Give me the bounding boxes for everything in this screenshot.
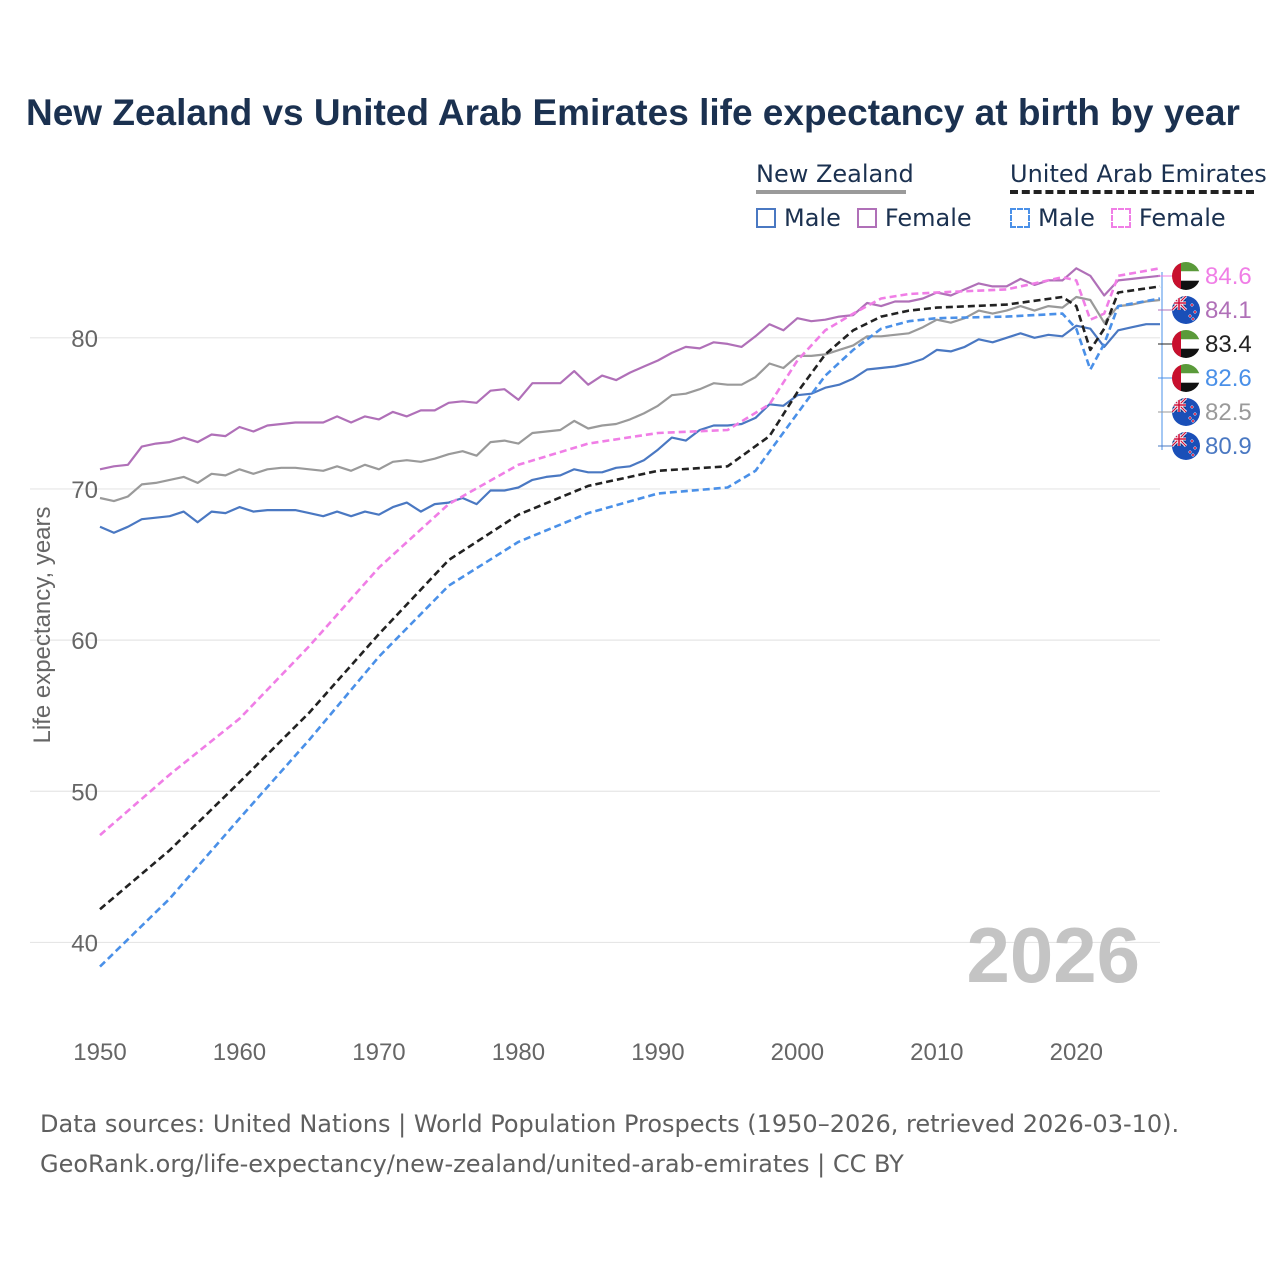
- legend-item-ae-male[interactable]: Male: [1010, 204, 1095, 232]
- legend-swatch: [1010, 208, 1030, 228]
- flag-star: [1190, 303, 1194, 307]
- year-watermark: 2026: [966, 911, 1140, 999]
- flag-stripe: [1172, 339, 1200, 349]
- flag-stripe: [1172, 348, 1200, 358]
- flag-cross-red: [1172, 432, 1186, 446]
- legend-item-ae-female[interactable]: Female: [1110, 204, 1226, 232]
- series-end-value-label: 83.4: [1205, 331, 1252, 358]
- x-tick-label: 1990: [631, 1039, 684, 1066]
- flag-stripe: [1172, 382, 1200, 392]
- flag-star: [1190, 439, 1194, 443]
- y-tick-label: 40: [71, 930, 98, 957]
- series-end-value-label: 84.1: [1205, 297, 1252, 324]
- x-tick-label: 1970: [352, 1039, 405, 1066]
- flag-stripe: [1172, 262, 1200, 272]
- nz-flag-icon: [1172, 432, 1200, 460]
- flag-stripe: [1172, 330, 1181, 358]
- flag-star: [1193, 446, 1197, 450]
- uae-flag-icon: [1172, 330, 1200, 358]
- x-tick-label: 1960: [213, 1039, 266, 1066]
- x-tick-label: 1950: [73, 1039, 126, 1066]
- series-line-united-arab-emirates-male: [99, 297, 1161, 968]
- series-line-united-arab-emirates: [99, 285, 1161, 911]
- legend-swatch: [856, 208, 877, 228]
- flag-star: [1193, 310, 1197, 314]
- legend-swatch: [1110, 208, 1131, 228]
- legend-item-label: Female: [884, 204, 972, 232]
- flag-star: [1193, 412, 1197, 416]
- legend-item-nz-male[interactable]: Male: [756, 204, 841, 232]
- legend-item-label: Male: [784, 204, 841, 232]
- series-line-new-zealand: [99, 295, 1161, 503]
- flag-stripe: [1172, 373, 1200, 383]
- y-tick-label: 50: [71, 779, 98, 806]
- x-tick-label: 2010: [910, 1039, 963, 1066]
- source-url-text: GeoRank.org/life-expectancy/new-zealand/…: [40, 1150, 904, 1178]
- x-tick-label: 2020: [1050, 1039, 1103, 1066]
- series-end-value-label: 82.6: [1205, 365, 1252, 392]
- flag-body: [1172, 398, 1200, 426]
- legend-group-united-arab-emirates: United Arab Emirates Male Female: [1010, 160, 1267, 232]
- chart-title: New Zealand vs United Arab Emirates life…: [26, 92, 1240, 133]
- y-tick-label: 70: [71, 477, 98, 504]
- flag-stripe: [1172, 364, 1200, 374]
- legend-group-new-zealand: New Zealand Male Female: [756, 160, 972, 232]
- series-end-value-label: 84.6: [1205, 263, 1252, 290]
- flag-star: [1190, 405, 1194, 409]
- y-tick-label: 80: [71, 326, 98, 353]
- data-source-text: Data sources: United Nations | World Pop…: [40, 1110, 1180, 1138]
- flag-star: [1191, 453, 1195, 457]
- flag-star: [1191, 419, 1195, 423]
- series-line-new-zealand-male: [99, 323, 1160, 534]
- flag-body: [1172, 330, 1200, 358]
- legend-item-label: Male: [1038, 204, 1095, 232]
- series-end-value-label: 82.5: [1205, 399, 1252, 426]
- legend-group-label: New Zealand: [756, 160, 914, 194]
- uae-flag-icon: [1172, 364, 1200, 392]
- flag-star: [1188, 416, 1192, 420]
- flag-stripe: [1172, 364, 1181, 392]
- series-line-united-arab-emirates-female: [99, 267, 1161, 837]
- nz-flag-icon: [1172, 398, 1200, 426]
- flag-body: [1172, 296, 1200, 324]
- flag-body: [1172, 432, 1200, 460]
- flag-stripe: [1172, 330, 1200, 340]
- flag-star: [1188, 314, 1192, 318]
- footer: Data sources: United Nations | World Pop…: [40, 1104, 1179, 1184]
- series-line-new-zealand-female: [99, 267, 1161, 471]
- y-axis-label: Life expectancy, years: [29, 506, 56, 743]
- flag-stripe: [1172, 262, 1181, 290]
- series-end-value-label: 80.9: [1205, 433, 1252, 460]
- x-tick-label: 1980: [492, 1039, 545, 1066]
- flag-stripe: [1172, 280, 1200, 290]
- legend-item-nz-female[interactable]: Female: [856, 204, 972, 232]
- legend-item-label: Female: [1138, 204, 1226, 232]
- nz-flag-icon: [1172, 296, 1200, 324]
- uae-flag-icon: [1172, 262, 1200, 290]
- legend-swatch: [756, 208, 776, 228]
- x-tick-label: 2000: [771, 1039, 824, 1066]
- flag-body: [1172, 364, 1200, 392]
- flag-cross-red: [1172, 398, 1186, 412]
- y-tick-label: 60: [71, 628, 98, 655]
- flag-cross-red: [1172, 296, 1186, 310]
- flag-body: [1172, 262, 1200, 290]
- flag-star: [1191, 317, 1195, 321]
- flag-star: [1188, 450, 1192, 454]
- flag-stripe: [1172, 271, 1200, 281]
- legend-group-label: United Arab Emirates: [1010, 160, 1267, 194]
